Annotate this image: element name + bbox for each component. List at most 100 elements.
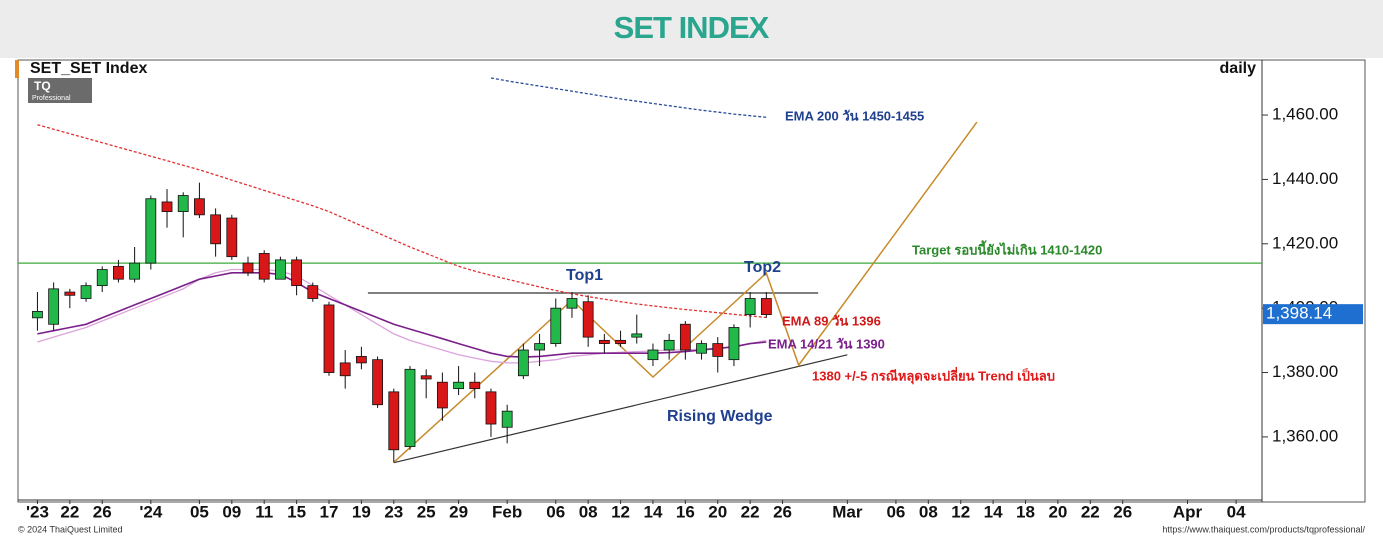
annotation: Target รอบนี้ยังไม่เกิน 1410-1420 bbox=[912, 239, 1102, 257]
candle-body bbox=[96, 269, 108, 287]
candle-body bbox=[372, 359, 383, 406]
x-tick-label: 18 bbox=[1016, 502, 1035, 521]
logo bbox=[28, 78, 92, 103]
x-tick-label: 06 bbox=[886, 502, 905, 521]
logo-brand: TQ bbox=[34, 79, 51, 93]
candle-body bbox=[339, 362, 351, 377]
candle-body bbox=[275, 259, 286, 280]
x-tick-label: 20 bbox=[1048, 502, 1067, 521]
page-title: SET INDEX bbox=[614, 10, 770, 45]
ema-line bbox=[37, 268, 767, 364]
annotation: EMA 14/21 วัน 1390 bbox=[768, 336, 885, 351]
x-tick-label: 16 bbox=[676, 502, 695, 521]
x-tick-label: 20 bbox=[708, 502, 727, 521]
x-tick-label: 11 bbox=[255, 502, 273, 521]
annotation: 1380 +/-5 กรณีหลุดจะเปลี่ยน Trend เป็นลบ bbox=[812, 366, 1055, 384]
x-tick-label: '24 bbox=[139, 502, 162, 521]
candle-body bbox=[145, 198, 157, 264]
ema-line bbox=[490, 77, 767, 118]
candle-body bbox=[598, 339, 610, 344]
trendline bbox=[393, 354, 848, 464]
y-tick-label: 1,380.00 bbox=[1272, 362, 1338, 381]
x-tick-label: 26 bbox=[773, 502, 792, 521]
candle-body bbox=[647, 349, 659, 361]
candle-body bbox=[436, 381, 448, 409]
candle-body bbox=[566, 298, 578, 309]
x-tick-label: 29 bbox=[449, 502, 468, 521]
candle-body bbox=[210, 214, 222, 245]
candle-body bbox=[48, 288, 60, 325]
x-tick-label: 14 bbox=[984, 502, 1003, 521]
candle-body bbox=[760, 298, 772, 316]
candle-body bbox=[728, 327, 740, 361]
candle-body bbox=[64, 291, 76, 296]
x-tick-label: 05 bbox=[190, 502, 209, 521]
logo-sub: Professional bbox=[32, 95, 71, 102]
x-tick-label: 26 bbox=[93, 502, 112, 521]
candle-body bbox=[517, 349, 529, 377]
last-price-label: 1,398.14 bbox=[1266, 304, 1332, 323]
copyright: © 2024 ThaiQuest Limited bbox=[18, 524, 123, 534]
ema-line bbox=[37, 272, 767, 358]
x-tick-label: 26 bbox=[1113, 502, 1132, 521]
y-tick-label: 1,460.00 bbox=[1272, 105, 1338, 124]
candle-body bbox=[663, 339, 675, 351]
last-price-box bbox=[1263, 304, 1363, 325]
x-tick-label: 08 bbox=[579, 502, 598, 521]
x-tick-label: 12 bbox=[611, 502, 630, 521]
y-tick-label: 1,440.00 bbox=[1272, 169, 1338, 188]
x-tick-label: '23 bbox=[26, 502, 49, 521]
x-tick-label: Feb bbox=[492, 502, 522, 521]
title-bar bbox=[0, 0, 1383, 58]
candle-body bbox=[80, 285, 92, 299]
candle-body bbox=[582, 301, 594, 338]
x-tick-label: 15 bbox=[287, 502, 306, 521]
candle-body bbox=[129, 262, 141, 280]
x-tick-label: 04 bbox=[1227, 502, 1246, 521]
chart-frame bbox=[17, 59, 1366, 503]
candle-body bbox=[113, 265, 124, 280]
x-tick-label: 09 bbox=[222, 502, 241, 521]
candle-body bbox=[550, 307, 562, 344]
candle-body bbox=[258, 253, 270, 280]
candle-body bbox=[469, 381, 481, 390]
candle-body bbox=[32, 310, 43, 319]
x-tick-label: 25 bbox=[417, 502, 436, 521]
chart-title: SET_SET Index bbox=[30, 60, 147, 77]
candle-body bbox=[679, 323, 691, 351]
x-tick-label: 08 bbox=[919, 502, 938, 521]
ema-line bbox=[37, 124, 767, 319]
y-tick-label: 1,420.00 bbox=[1272, 233, 1338, 252]
annotation: Top2 bbox=[744, 259, 781, 276]
candle-body bbox=[323, 304, 335, 373]
y-tick-label: 1,360.00 bbox=[1272, 426, 1338, 445]
candle-body bbox=[307, 285, 319, 299]
trendline bbox=[393, 121, 978, 463]
candle-body bbox=[161, 201, 173, 213]
x-tick-label: 23 bbox=[384, 502, 403, 521]
x-tick-label: 12 bbox=[951, 502, 970, 521]
x-tick-label: 19 bbox=[352, 502, 371, 521]
candle-body bbox=[194, 198, 205, 216]
candle-body bbox=[485, 391, 497, 425]
candle-body bbox=[388, 391, 400, 451]
candle-body bbox=[744, 298, 756, 316]
candle-body bbox=[631, 333, 643, 338]
x-tick-label: 17 bbox=[320, 502, 339, 521]
x-tick-label: Apr bbox=[1173, 502, 1203, 521]
candle-body bbox=[404, 368, 416, 447]
annotation: Top1 bbox=[566, 267, 603, 284]
corner-mark bbox=[15, 60, 19, 78]
candle-body bbox=[615, 339, 626, 344]
period-label: daily bbox=[1220, 60, 1257, 77]
annotation: EMA 89 วัน 1396 bbox=[782, 313, 881, 328]
x-tick-label: 14 bbox=[643, 502, 662, 521]
candle-body bbox=[355, 356, 367, 364]
candle-body bbox=[712, 343, 724, 357]
source-url: https://www.thaiquest.com/products/tqpro… bbox=[1162, 524, 1365, 534]
candle-body bbox=[291, 259, 303, 287]
x-tick-label: 22 bbox=[1081, 502, 1100, 521]
annotation: Rising Wedge bbox=[667, 408, 773, 425]
candle-body bbox=[226, 217, 238, 258]
